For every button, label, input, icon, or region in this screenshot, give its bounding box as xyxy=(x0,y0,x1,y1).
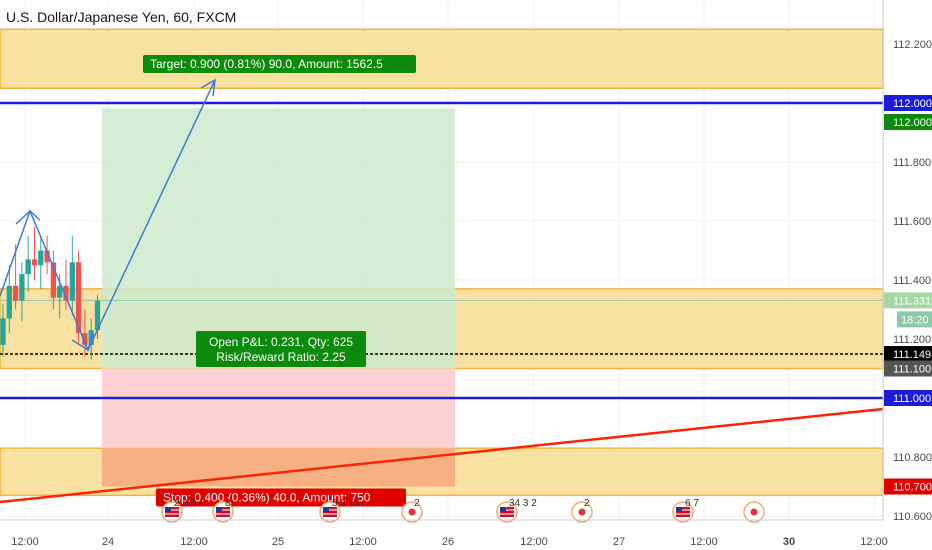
x-tick-label: 12:00 xyxy=(690,536,718,548)
x-tick-label: 12:00 xyxy=(520,536,548,548)
candle-body xyxy=(19,274,25,301)
price-tag-bg xyxy=(884,390,932,406)
x-tick-label: 12:00 xyxy=(11,536,39,548)
stop-label-bg xyxy=(156,488,406,507)
us-flag-canton xyxy=(323,507,329,512)
trend-line[interactable] xyxy=(0,407,884,504)
x-tick-label: 27 xyxy=(613,536,625,548)
price-tag: 110.700 xyxy=(893,482,932,494)
jp-flag-icon xyxy=(750,508,758,516)
risk-reward-label: Risk/Reward Ratio: 2.25 xyxy=(216,350,346,364)
x-tick-label: 25 xyxy=(272,536,284,548)
candle-body xyxy=(44,250,50,263)
x-tick-label: 12:00 xyxy=(180,536,208,548)
event-count: 2 xyxy=(584,498,590,509)
event-count: 2 xyxy=(414,498,420,509)
price-tag: 111.149 xyxy=(893,349,931,361)
countdown-label: 18:20 xyxy=(901,314,929,326)
price-zone[interactable] xyxy=(0,28,884,89)
price-tag: 112.000 xyxy=(893,117,932,129)
us-flag-icon xyxy=(676,507,690,517)
x-tick-label: 26 xyxy=(442,536,454,548)
price-tag-bg xyxy=(884,95,932,111)
price-tag: 111.331 xyxy=(893,295,931,307)
target-label: Target: 0.900 (0.81%) 90.0, Amount: 1562… xyxy=(150,57,383,71)
candle-body xyxy=(63,285,69,301)
projection-path[interactable] xyxy=(0,79,216,352)
price-tag: 111.100 xyxy=(893,364,931,376)
stop-label: Stop: 0.400 (0.36%) 40.0, Amount: 750 xyxy=(163,491,371,505)
us-flag-canton xyxy=(500,507,506,512)
pnl-label-bg xyxy=(196,331,366,367)
countdown-bg xyxy=(897,311,932,328)
us-flag-icon xyxy=(216,507,230,517)
y-tick-label: 110.600 xyxy=(893,511,932,523)
candle-body xyxy=(12,285,19,301)
candle-body xyxy=(31,259,38,266)
candle-body xyxy=(38,250,44,266)
candle-body xyxy=(94,300,101,331)
target-label-bg xyxy=(143,55,416,73)
y-tick-label: 111.200 xyxy=(893,334,931,346)
candle-body xyxy=(6,285,12,319)
x-tick-label: 30 xyxy=(783,536,795,548)
event-count: 8 xyxy=(225,498,231,509)
us-flag-icon xyxy=(500,507,514,517)
us-flag-canton xyxy=(216,507,222,512)
profit-zone[interactable] xyxy=(102,108,455,369)
y-tick-label: 110.800 xyxy=(893,452,932,464)
us-flag-canton xyxy=(165,507,171,512)
projection-arrowhead xyxy=(200,78,216,97)
candle-body xyxy=(0,318,6,345)
event-count: 5 2 14 xyxy=(332,498,360,509)
price-tag-bg xyxy=(884,478,932,495)
projection-arrowhead xyxy=(71,333,94,352)
chart-title: U.S. Dollar/Japanese Yen, 60, FXCM xyxy=(6,9,237,25)
candle-body xyxy=(50,262,57,298)
event-count: 34 3 2 xyxy=(509,498,537,509)
candle-body xyxy=(82,333,88,345)
us-flag-canton xyxy=(676,507,682,512)
loss-zone-overlap xyxy=(102,448,455,487)
y-tick-label: 111.400 xyxy=(893,275,931,287)
x-tick-label: 12:00 xyxy=(860,536,888,548)
price-tag-bg xyxy=(884,360,932,377)
jp-flag-icon xyxy=(408,508,416,516)
price-tag-bg xyxy=(884,346,932,363)
price-tag-bg xyxy=(884,292,932,309)
x-tick-label: 12:00 xyxy=(349,536,377,548)
price-tag-bg xyxy=(884,114,932,130)
y-tick-label: 111.800 xyxy=(893,157,931,169)
projection-arrowhead xyxy=(15,209,41,225)
pnl-label: Open P&L: 0.231, Qty: 625 xyxy=(209,335,353,349)
event-count: 2 3 3 xyxy=(174,498,197,509)
x-tick-label: 24 xyxy=(102,536,114,548)
y-tick-label: 112.200 xyxy=(893,39,932,51)
jp-flag-icon xyxy=(578,508,586,516)
y-tick-label: 111.600 xyxy=(893,216,931,228)
candle-body xyxy=(25,259,31,275)
price-tag: 111.000 xyxy=(893,393,931,405)
event-count: 6 7 xyxy=(685,498,699,509)
us-flag-icon xyxy=(323,507,337,517)
candle-body xyxy=(75,262,82,334)
candle-body xyxy=(69,262,75,301)
candle-body xyxy=(57,285,63,298)
us-flag-icon xyxy=(165,507,179,517)
price-tag: 112.000 xyxy=(893,98,932,110)
